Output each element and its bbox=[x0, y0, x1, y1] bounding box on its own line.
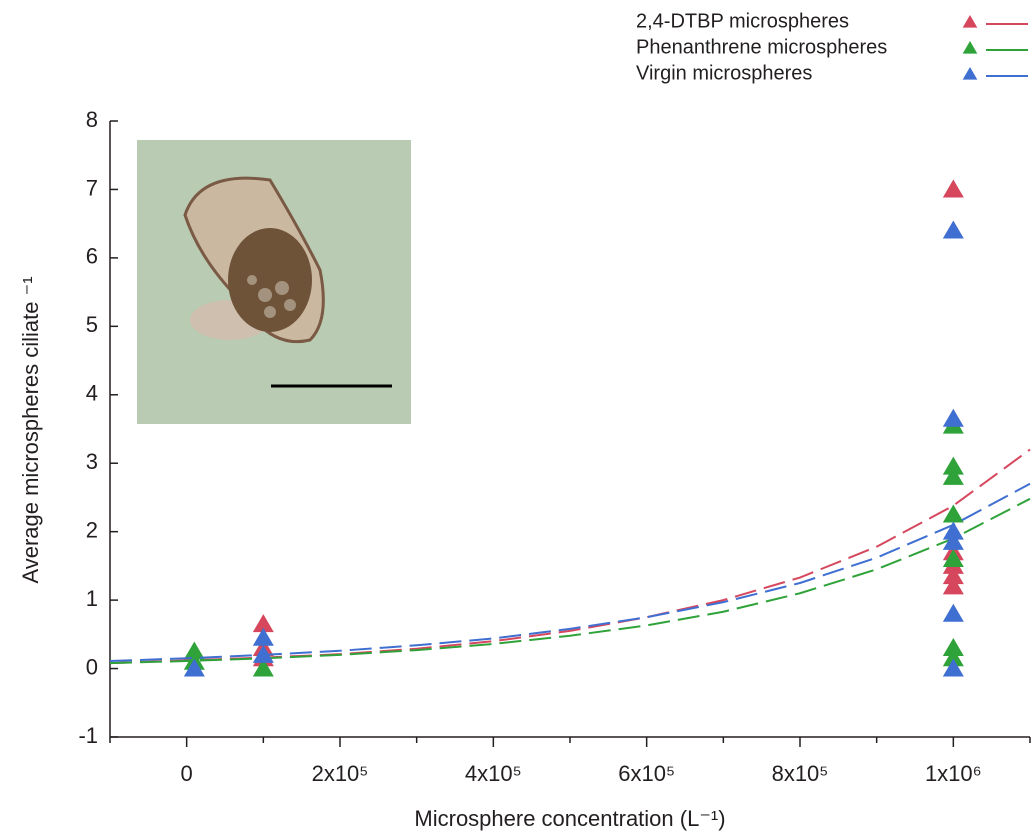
point bbox=[942, 220, 964, 239]
fit-line bbox=[109, 448, 1031, 665]
point bbox=[942, 549, 964, 568]
point bbox=[252, 644, 274, 663]
legend-label: Virgin microspheres bbox=[636, 62, 812, 84]
point bbox=[942, 576, 964, 595]
legend-marker bbox=[962, 41, 978, 54]
legend-marker bbox=[962, 67, 978, 80]
legend-label: Phenanthrene microspheres bbox=[636, 36, 887, 58]
point bbox=[942, 408, 964, 427]
y-tick-label: 2 bbox=[86, 517, 98, 542]
y-tick-label: 5 bbox=[86, 312, 98, 337]
y-tick-label: 8 bbox=[86, 107, 98, 132]
y-tick-label: -1 bbox=[78, 723, 98, 748]
point bbox=[183, 641, 205, 660]
legend-label: 2,4-DTBP microspheres bbox=[636, 10, 849, 32]
y-tick-label: 4 bbox=[86, 381, 98, 406]
y-tick-label: 1 bbox=[86, 586, 98, 611]
point bbox=[942, 648, 964, 667]
legend-marker bbox=[962, 15, 978, 28]
x-tick-label: 4x10⁵ bbox=[465, 761, 522, 786]
y-axis-label: Average microspheres ciliate ⁻¹ bbox=[18, 276, 43, 583]
y-tick-label: 7 bbox=[86, 175, 98, 200]
x-tick-label: 1x10⁶ bbox=[925, 761, 982, 786]
point bbox=[252, 627, 274, 646]
fit-line bbox=[109, 482, 1031, 663]
point bbox=[942, 658, 964, 677]
point bbox=[942, 531, 964, 550]
point bbox=[942, 638, 964, 657]
point bbox=[183, 658, 205, 677]
point bbox=[942, 466, 964, 485]
point bbox=[942, 566, 964, 585]
y-tick-label: 6 bbox=[86, 244, 98, 269]
point bbox=[252, 658, 274, 677]
inset-photo bbox=[137, 140, 411, 424]
point bbox=[942, 521, 964, 540]
y-tick-label: 0 bbox=[86, 654, 98, 679]
point bbox=[252, 614, 274, 633]
x-tick-label: 2x10⁵ bbox=[312, 761, 369, 786]
fit-line bbox=[109, 497, 1031, 665]
point bbox=[942, 456, 964, 475]
x-tick-label: 0 bbox=[181, 761, 193, 786]
x-tick-label: 6x10⁵ bbox=[618, 761, 675, 786]
point bbox=[942, 504, 964, 523]
x-tick-label: 8x10⁵ bbox=[772, 761, 829, 786]
y-tick-label: 3 bbox=[86, 449, 98, 474]
x-axis-label: Microsphere concentration (L⁻¹) bbox=[414, 806, 725, 831]
point bbox=[942, 179, 964, 198]
point bbox=[942, 603, 964, 622]
